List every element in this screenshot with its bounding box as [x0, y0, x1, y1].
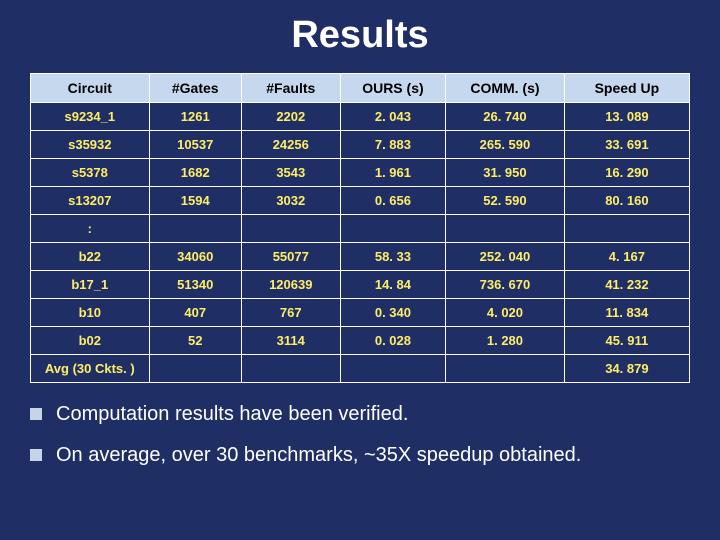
- table-cell: 34. 879: [564, 355, 689, 383]
- bullet-text: Computation results have been verified.: [56, 401, 408, 428]
- bullet-icon: [30, 408, 42, 420]
- table-cell: 26. 740: [446, 103, 565, 131]
- table-cell: b22: [31, 243, 150, 271]
- table-row: b17_15134012063914. 84736. 67041. 232: [31, 271, 690, 299]
- table-cell: 13. 089: [564, 103, 689, 131]
- table-cell: 34060: [149, 243, 241, 271]
- column-header: Circuit: [31, 74, 150, 103]
- table-row: :: [31, 215, 690, 243]
- table-cell: b10: [31, 299, 150, 327]
- bullet-list: Computation results have been verified. O…: [30, 401, 690, 483]
- table-cell: 45. 911: [564, 327, 689, 355]
- column-header: Speed Up: [564, 74, 689, 103]
- table-cell: 1261: [149, 103, 241, 131]
- table-row: s3593210537242567. 883265. 59033. 691: [31, 131, 690, 159]
- table-cell: 120639: [241, 271, 340, 299]
- table-cell: 1594: [149, 187, 241, 215]
- bullet-icon: [30, 449, 42, 461]
- table-cell: [241, 215, 340, 243]
- table-cell: [149, 355, 241, 383]
- table-cell: s5378: [31, 159, 150, 187]
- table-cell: 41. 232: [564, 271, 689, 299]
- table-body: s9234_1126122022. 04326. 74013. 089s3593…: [31, 103, 690, 383]
- table-cell: [446, 355, 565, 383]
- table-cell: b02: [31, 327, 150, 355]
- table-cell: [340, 355, 445, 383]
- table-cell: Avg (30 Ckts. ): [31, 355, 150, 383]
- table-cell: s13207: [31, 187, 150, 215]
- table-cell: 16. 290: [564, 159, 689, 187]
- table-head: Circuit#Gates#FaultsOURS (s)COMM. (s)Spe…: [31, 74, 690, 103]
- table-cell: b17_1: [31, 271, 150, 299]
- table-cell: 10537: [149, 131, 241, 159]
- table-cell: 14. 84: [340, 271, 445, 299]
- table-cell: :: [31, 215, 150, 243]
- table-row: s13207159430320. 65652. 59080. 160: [31, 187, 690, 215]
- table-cell: 80. 160: [564, 187, 689, 215]
- table-cell: 24256: [241, 131, 340, 159]
- table-cell: 1. 961: [340, 159, 445, 187]
- table-cell: 55077: [241, 243, 340, 271]
- table-cell: 1. 280: [446, 327, 565, 355]
- table-row: Avg (30 Ckts. ) 34. 879: [31, 355, 690, 383]
- table-cell: 4. 167: [564, 243, 689, 271]
- table-row: s5378168235431. 96131. 95016. 290: [31, 159, 690, 187]
- results-table: Circuit#Gates#FaultsOURS (s)COMM. (s)Spe…: [30, 73, 690, 383]
- table-cell: 0. 656: [340, 187, 445, 215]
- table-row: b025231140. 0281. 28045. 911: [31, 327, 690, 355]
- table-cell: 3114: [241, 327, 340, 355]
- slide-root: Results Circuit#Gates#FaultsOURS (s)COMM…: [0, 0, 720, 540]
- table-cell: 265. 590: [446, 131, 565, 159]
- table-row: b22340605507758. 33252. 0404. 167: [31, 243, 690, 271]
- table-cell: 51340: [149, 271, 241, 299]
- table-cell: [564, 215, 689, 243]
- list-item: Computation results have been verified.: [30, 401, 690, 428]
- list-item: On average, over 30 benchmarks, ~35X spe…: [30, 442, 690, 469]
- table-cell: [149, 215, 241, 243]
- column-header: #Faults: [241, 74, 340, 103]
- bullet-text: On average, over 30 benchmarks, ~35X spe…: [56, 442, 581, 469]
- page-title: Results: [30, 14, 690, 57]
- table-cell: 31. 950: [446, 159, 565, 187]
- table-cell: 52. 590: [446, 187, 565, 215]
- table-cell: 7. 883: [340, 131, 445, 159]
- table-cell: 4. 020: [446, 299, 565, 327]
- column-header: #Gates: [149, 74, 241, 103]
- table-cell: 767: [241, 299, 340, 327]
- table-cell: s35932: [31, 131, 150, 159]
- table-cell: 2202: [241, 103, 340, 131]
- table-cell: [340, 215, 445, 243]
- table-cell: 0. 340: [340, 299, 445, 327]
- table-cell: 3543: [241, 159, 340, 187]
- table-cell: 252. 040: [446, 243, 565, 271]
- table-cell: 1682: [149, 159, 241, 187]
- table-cell: 11. 834: [564, 299, 689, 327]
- table-cell: 3032: [241, 187, 340, 215]
- table-cell: [241, 355, 340, 383]
- table-cell: 58. 33: [340, 243, 445, 271]
- column-header: COMM. (s): [446, 74, 565, 103]
- header-row: Circuit#Gates#FaultsOURS (s)COMM. (s)Spe…: [31, 74, 690, 103]
- table-cell: s9234_1: [31, 103, 150, 131]
- table-cell: [446, 215, 565, 243]
- table-cell: 0. 028: [340, 327, 445, 355]
- table-cell: 52: [149, 327, 241, 355]
- table-row: s9234_1126122022. 04326. 74013. 089: [31, 103, 690, 131]
- table-row: b104077670. 3404. 02011. 834: [31, 299, 690, 327]
- table-cell: 736. 670: [446, 271, 565, 299]
- table-cell: 407: [149, 299, 241, 327]
- table-cell: 33. 691: [564, 131, 689, 159]
- column-header: OURS (s): [340, 74, 445, 103]
- table-cell: 2. 043: [340, 103, 445, 131]
